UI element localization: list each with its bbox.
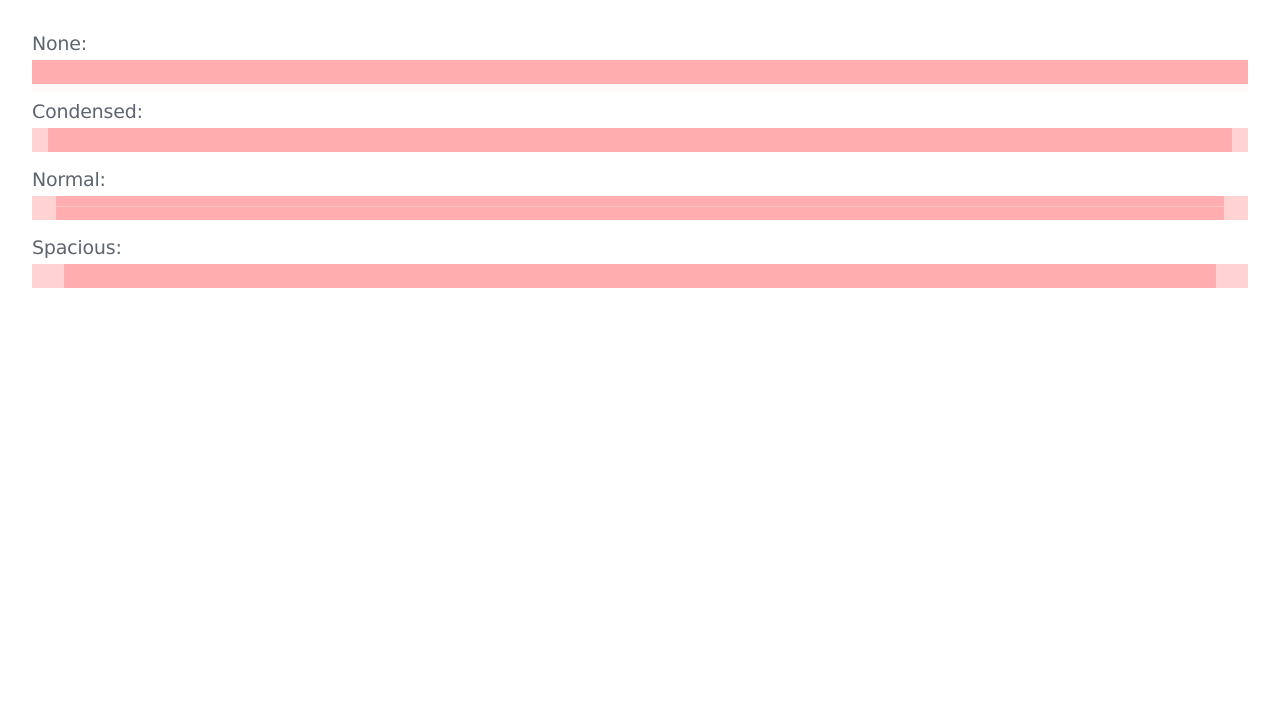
- row-label-condensed: Condensed:: [32, 101, 143, 123]
- spacing-fill-normal: [56, 196, 1224, 220]
- spacing-fill-condensed: [48, 128, 1232, 152]
- spacing-fill-spacious: [64, 264, 1216, 288]
- spacing-track-none: [32, 60, 1248, 84]
- spacing-track-spacious: [32, 264, 1248, 288]
- row-label-spacious: Spacious:: [32, 237, 122, 259]
- spacing-divider-normal: [56, 206, 1224, 207]
- row-label-none: None:: [32, 33, 87, 55]
- spacing-underline-none: [32, 84, 1248, 92]
- spacing-track-condensed: [32, 128, 1248, 152]
- spacing-fill-none: [32, 60, 1248, 84]
- spacing-track-normal: [32, 196, 1248, 220]
- row-label-normal: Normal:: [32, 169, 106, 191]
